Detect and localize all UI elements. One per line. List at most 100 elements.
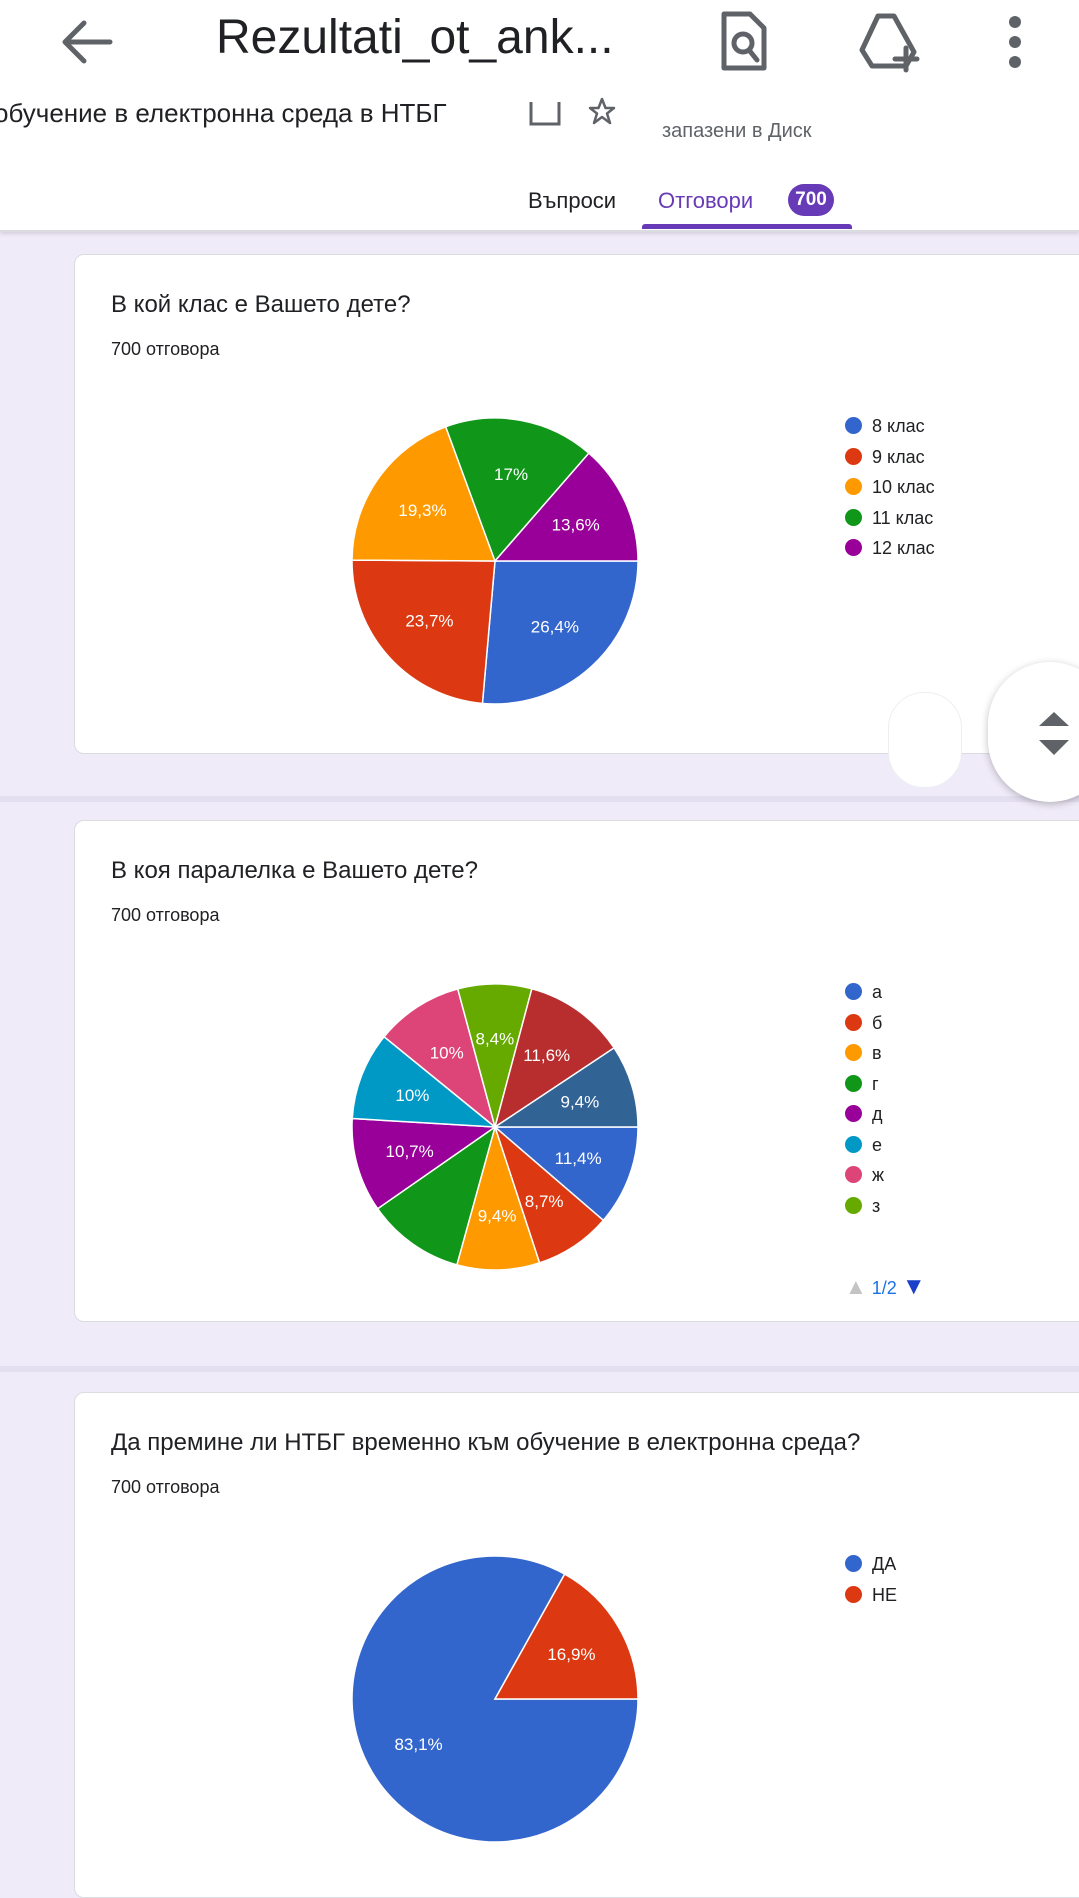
legend-label: з (872, 1195, 881, 1216)
slice-label: 10% (430, 1044, 464, 1063)
question-card: Да премине ли НТБГ временно към обучение… (74, 1392, 1079, 1898)
question-card: В кой клас е Вашето дете? 700 отговора 2… (74, 254, 1079, 754)
legend-swatch (845, 1105, 862, 1123)
pie-slice (351, 1035, 498, 1128)
legend-label: 11 клас (872, 507, 934, 528)
legend-label: 12 клас (872, 538, 935, 558)
pie-slice (351, 1117, 498, 1210)
responses-count-badge: 700 (788, 184, 834, 216)
legend-item: ж (845, 1160, 884, 1191)
legend-label: д (872, 1104, 883, 1124)
legend-swatch (845, 417, 862, 435)
legend-item: 12 клас (845, 533, 935, 564)
slice-label: 8,4% (475, 1029, 514, 1048)
chart-legend: 8 клас 9 клас 10 клас 11 клас 12 клас (845, 411, 935, 564)
pie-slice (492, 1126, 639, 1222)
form-name: обучение в електронна среда в НТБГ (0, 98, 447, 128)
legend-swatch (845, 447, 862, 465)
pie-slice (493, 1573, 639, 1700)
chart-legend: ДА НЕ (845, 1549, 897, 1610)
star-icon[interactable] (588, 96, 616, 126)
legend-item: е (845, 1130, 884, 1161)
legend-swatch (845, 508, 862, 526)
question-card: В коя паралелка е Вашето дете? 700 отгов… (74, 820, 1079, 1322)
form-header: обучение в електронна среда в НТБГ запаз… (0, 84, 1079, 232)
pie-slice (493, 987, 616, 1129)
legend-label: г (872, 1073, 879, 1094)
legend-swatch (845, 1013, 862, 1031)
slice-label: 26,4% (531, 617, 579, 636)
legend-item: г (845, 1069, 884, 1100)
scroll-arrows-icon (1039, 712, 1069, 755)
legend-swatch (845, 1196, 862, 1214)
section-divider (0, 796, 1079, 802)
legend-swatch (845, 1555, 862, 1573)
slice-label: 23,7% (405, 612, 453, 631)
legend-label: ДА (872, 1554, 897, 1574)
slice-label: 11,4% (555, 1149, 602, 1168)
legend-label: 8 клас (872, 416, 925, 436)
question-title: В коя паралелка е Вашето дете? (111, 857, 478, 884)
legend-label: ж (872, 1165, 885, 1185)
slice-label: 19,3% (398, 501, 446, 520)
legend-label: 9 клас (872, 446, 925, 467)
app-bar: Rezultati_ot_ank... (0, 0, 1079, 84)
section-divider (0, 1366, 1079, 1372)
legend-swatch (845, 1135, 862, 1153)
pie-slice (351, 559, 496, 705)
legend-label: а (872, 982, 883, 1002)
legend-item: 11 клас (845, 503, 935, 534)
legend-swatch (845, 1166, 862, 1184)
pie-slice (493, 452, 639, 562)
response-count: 700 отговора (111, 905, 220, 925)
legend-item: НЕ (845, 1580, 897, 1611)
pie-slice (481, 560, 639, 705)
legend-label: е (872, 1134, 883, 1155)
legend-item: ДА (845, 1549, 897, 1580)
legend-item: 10 клас (845, 472, 935, 503)
back-arrow-icon[interactable] (56, 14, 116, 70)
response-count: 700 отговора (111, 1477, 220, 1497)
legend-label: в (872, 1043, 882, 1063)
slice-label: 11,6% (523, 1046, 570, 1065)
slice-label: 9,4% (560, 1092, 599, 1111)
legend-swatch (845, 1074, 862, 1092)
more-vert-icon[interactable] (1000, 8, 1030, 76)
legend-swatch (845, 983, 862, 1001)
pie-chart: 26,4% 23,7% 19,3% 17% 13,6% (351, 417, 639, 705)
slice-label: 10% (395, 1086, 429, 1105)
legend-swatch (845, 539, 862, 557)
pager-up-icon[interactable]: ▲ (845, 1274, 867, 1299)
folder-icon[interactable] (528, 98, 562, 128)
scroll-track (888, 692, 962, 788)
slice-label: 10,7% (386, 1142, 434, 1161)
tab-responses[interactable]: Отговори (658, 188, 754, 213)
legend-pager: ▲ 1/2 ▼ (845, 1273, 926, 1301)
slice-label: 83,1% (394, 1735, 442, 1754)
pie-slice (492, 1046, 639, 1128)
scroll-handle[interactable] (988, 662, 1079, 802)
add-to-drive-icon[interactable] (854, 8, 922, 76)
question-title: Да премине ли НТБГ временно към обучение… (111, 1429, 861, 1456)
pie-slice (376, 1125, 497, 1266)
legend-item: б (845, 1008, 884, 1039)
tab-questions[interactable]: Въпроси (528, 188, 617, 213)
legend-swatch (845, 1044, 862, 1062)
legend-item: в (845, 1038, 884, 1069)
legend-swatch (845, 1585, 862, 1603)
pie-slice (444, 417, 590, 563)
legend-item: 9 клас (845, 442, 935, 473)
slice-label: 17% (494, 465, 528, 484)
saved-status: запазени в Диск (662, 120, 812, 142)
legend-swatch (845, 478, 862, 496)
legend-label: б (872, 1012, 883, 1033)
legend-label: НЕ (872, 1584, 898, 1605)
find-in-page-icon[interactable] (710, 8, 778, 76)
slice-label: 9,4% (478, 1207, 517, 1226)
pager-down-icon[interactable]: ▼ (901, 1273, 926, 1300)
pie-chart: 11,4% 8,7% 9,4% 10,7% 10% 10% 8,4% 11,6% 9,4% (351, 983, 639, 1271)
legend-item: д (845, 1099, 884, 1130)
question-title: В кой клас е Вашето дете? (111, 291, 411, 318)
pie-chart: 83,1% 16,9% (351, 1555, 639, 1843)
